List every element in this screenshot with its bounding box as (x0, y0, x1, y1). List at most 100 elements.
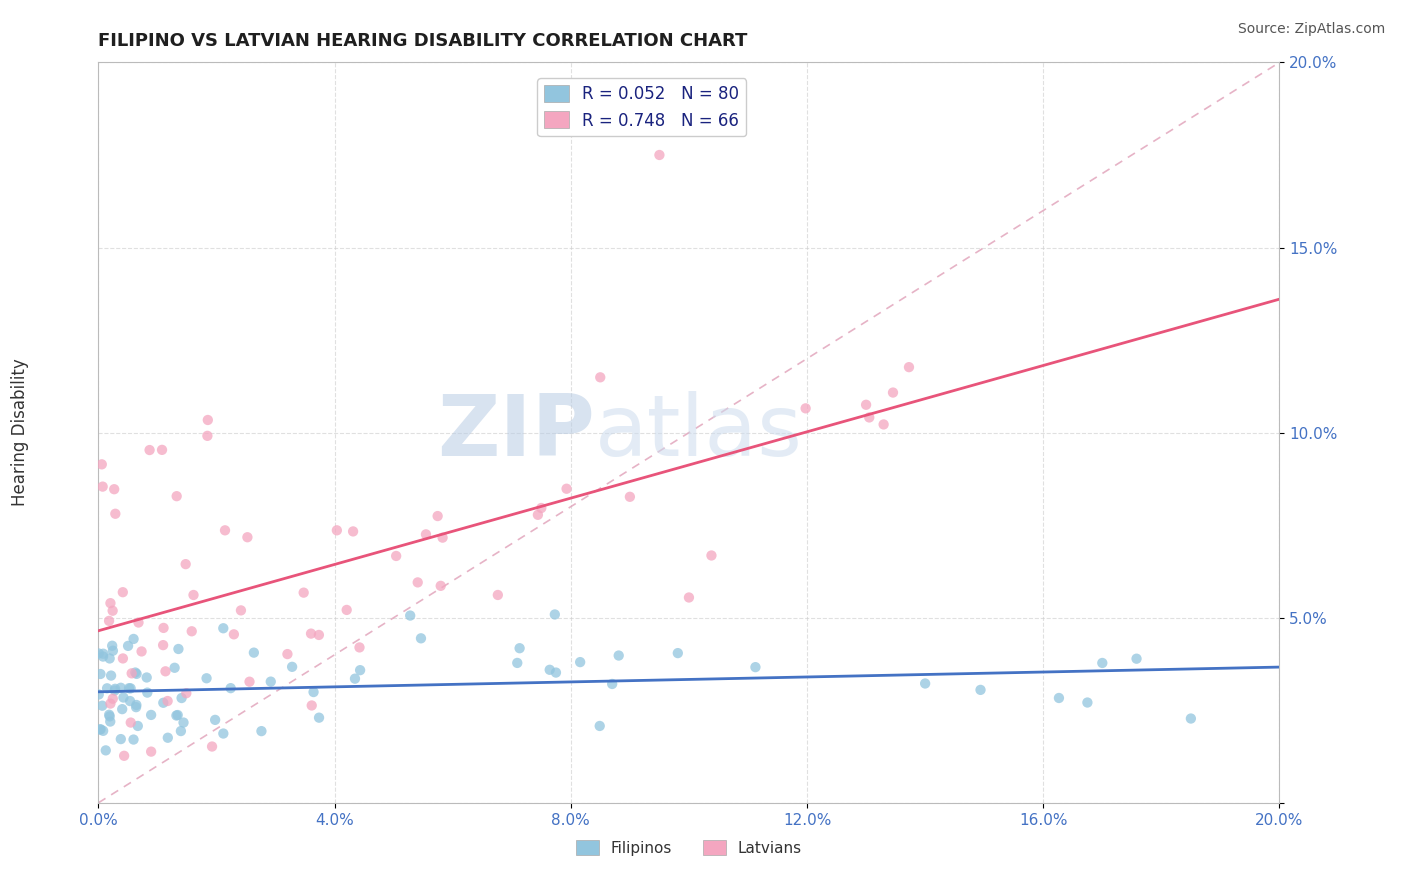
Point (104, 683, 127, 698)
Point (101, 691, 124, 706)
Point (589, 370, 612, 384)
Point (89, 723, 111, 737)
Point (112, 690, 135, 705)
Point (173, 715, 195, 730)
Point (166, 708, 188, 723)
Point (589, 719, 612, 733)
Point (214, 524, 236, 538)
Point (87, 688, 110, 702)
Point (260, 674, 283, 689)
Point (98, 614, 121, 628)
Point (555, 482, 578, 496)
Point (197, 413, 219, 427)
Point (898, 360, 921, 375)
Point (87, 647, 110, 661)
Point (139, 745, 162, 759)
Point (343, 672, 366, 686)
Point (152, 621, 174, 635)
Point (648, 148, 671, 162)
Point (236, 530, 259, 544)
Point (201, 739, 224, 754)
Point (349, 663, 371, 677)
Legend: Filipinos, Latvians: Filipinos, Latvians (569, 834, 808, 862)
Point (170, 724, 193, 739)
Point (914, 676, 936, 690)
Point (96, 681, 118, 696)
Point (125, 666, 148, 681)
Point (98, 714, 121, 729)
Point (112, 748, 135, 763)
Point (308, 711, 330, 725)
Point (125, 698, 148, 712)
Point (872, 417, 894, 432)
Point (607, 648, 630, 663)
Point (120, 681, 142, 696)
Point (429, 579, 451, 593)
Point (98, 709, 121, 723)
Point (136, 685, 159, 699)
Point (104, 507, 127, 521)
Point (152, 638, 174, 652)
Point (222, 627, 245, 641)
Point (299, 626, 322, 640)
Point (1180, 712, 1202, 726)
Point (167, 642, 190, 657)
Point (122, 732, 145, 747)
Point (183, 588, 205, 602)
Point (700, 549, 723, 563)
Point (127, 719, 149, 733)
Point (121, 666, 143, 681)
Point (678, 591, 700, 605)
Point (858, 410, 880, 425)
Point (204, 713, 226, 727)
Point (308, 628, 330, 642)
Point (101, 644, 124, 658)
Point (117, 639, 139, 653)
Point (486, 588, 509, 602)
Point (150, 442, 173, 457)
Text: ZIP: ZIP (437, 391, 595, 475)
Point (569, 655, 592, 669)
Point (399, 608, 422, 623)
Point (406, 575, 429, 590)
Point (176, 686, 198, 700)
Point (969, 682, 991, 697)
Text: atlas: atlas (595, 391, 803, 475)
Point (180, 624, 202, 639)
Point (342, 524, 364, 539)
Point (139, 707, 162, 722)
Point (174, 557, 197, 571)
Point (195, 671, 218, 685)
Point (111, 651, 134, 665)
Point (98, 651, 121, 665)
Point (156, 731, 179, 745)
Point (90, 723, 112, 737)
Point (100, 596, 122, 610)
Point (125, 700, 148, 714)
Point (509, 641, 531, 656)
Point (243, 646, 266, 660)
Point (301, 698, 323, 713)
Point (544, 665, 567, 680)
Point (110, 681, 132, 695)
Point (120, 715, 142, 730)
Point (100, 668, 122, 682)
Point (165, 708, 187, 723)
Point (138, 443, 160, 458)
Point (212, 726, 235, 740)
Point (163, 661, 186, 675)
Point (250, 724, 273, 739)
Point (1125, 651, 1147, 665)
Point (349, 640, 371, 655)
Point (91, 698, 114, 713)
Point (104, 681, 127, 696)
Point (152, 696, 174, 710)
Point (506, 656, 529, 670)
Point (544, 607, 567, 622)
Point (538, 663, 561, 677)
Y-axis label: Hearing Disability: Hearing Disability (11, 359, 30, 507)
Point (238, 674, 260, 689)
Point (219, 681, 242, 695)
Point (110, 732, 132, 747)
Point (131, 644, 153, 658)
